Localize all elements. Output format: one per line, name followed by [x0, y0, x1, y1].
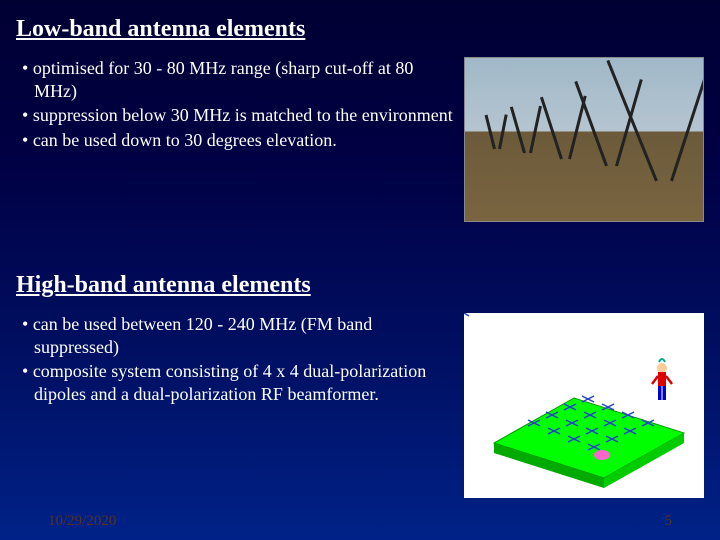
footer-date: 10/29/2020: [48, 513, 116, 530]
footer-page-number: 5: [665, 513, 673, 530]
bullet-item: suppression below 30 MHz is matched to t…: [16, 104, 454, 127]
low-band-content: optimised for 30 - 80 MHz range (sharp c…: [0, 57, 720, 222]
low-band-title: Low-band antenna elements: [16, 16, 720, 43]
bullet-item: composite system consisting of 4 x 4 dua…: [16, 360, 454, 405]
low-band-bullets: optimised for 30 - 80 MHz range (sharp c…: [16, 57, 454, 153]
bullet-item: optimised for 30 - 80 MHz range (sharp c…: [16, 57, 454, 102]
high-band-content: can be used between 120 - 240 MHz (FM ba…: [0, 313, 720, 498]
high-band-section: High-band antenna elements can be used b…: [0, 272, 720, 498]
high-band-bullets: can be used between 120 - 240 MHz (FM ba…: [16, 313, 454, 407]
slide-footer: 10/29/2020 5: [0, 513, 720, 530]
high-band-antenna-tile-3d: [464, 313, 704, 498]
bullet-item: can be used down to 30 degrees elevation…: [16, 129, 454, 152]
bullet-item: can be used between 120 - 240 MHz (FM ba…: [16, 313, 454, 358]
high-band-title: High-band antenna elements: [16, 272, 720, 299]
low-band-antenna-photo: [464, 57, 704, 222]
low-band-section: Low-band antenna elements optimised for …: [0, 0, 720, 222]
